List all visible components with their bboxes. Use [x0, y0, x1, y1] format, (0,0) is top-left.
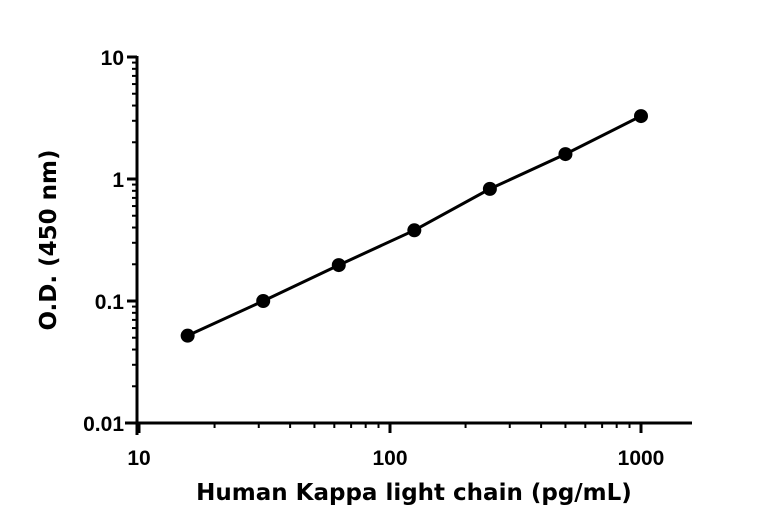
x-tick-label: 100: [372, 447, 407, 470]
data-point: [331, 258, 346, 273]
y-tick-label: 10: [101, 47, 124, 70]
data-point: [634, 109, 648, 124]
plot-area: [180, 109, 648, 343]
y-axis-title: O.D. (450 nm): [36, 149, 62, 330]
y-axis: 0.01 0.1 1 10: [83, 47, 139, 436]
data-point: [180, 328, 195, 343]
data-point: [482, 181, 497, 196]
y-tick-label: 0.1: [95, 291, 125, 314]
x-tick-label: 10: [127, 447, 150, 470]
data-point: [407, 223, 422, 238]
y-tick-label: 1: [112, 169, 124, 192]
y-tick-label: 0.01: [83, 413, 124, 436]
data-point: [256, 294, 271, 308]
x-axis-title: Human Kappa light chain (pg/mL): [196, 480, 632, 506]
data-point: [558, 147, 573, 162]
x-tick-label: 1000: [618, 447, 665, 470]
x-axis: 10 100 1000: [125, 421, 692, 470]
